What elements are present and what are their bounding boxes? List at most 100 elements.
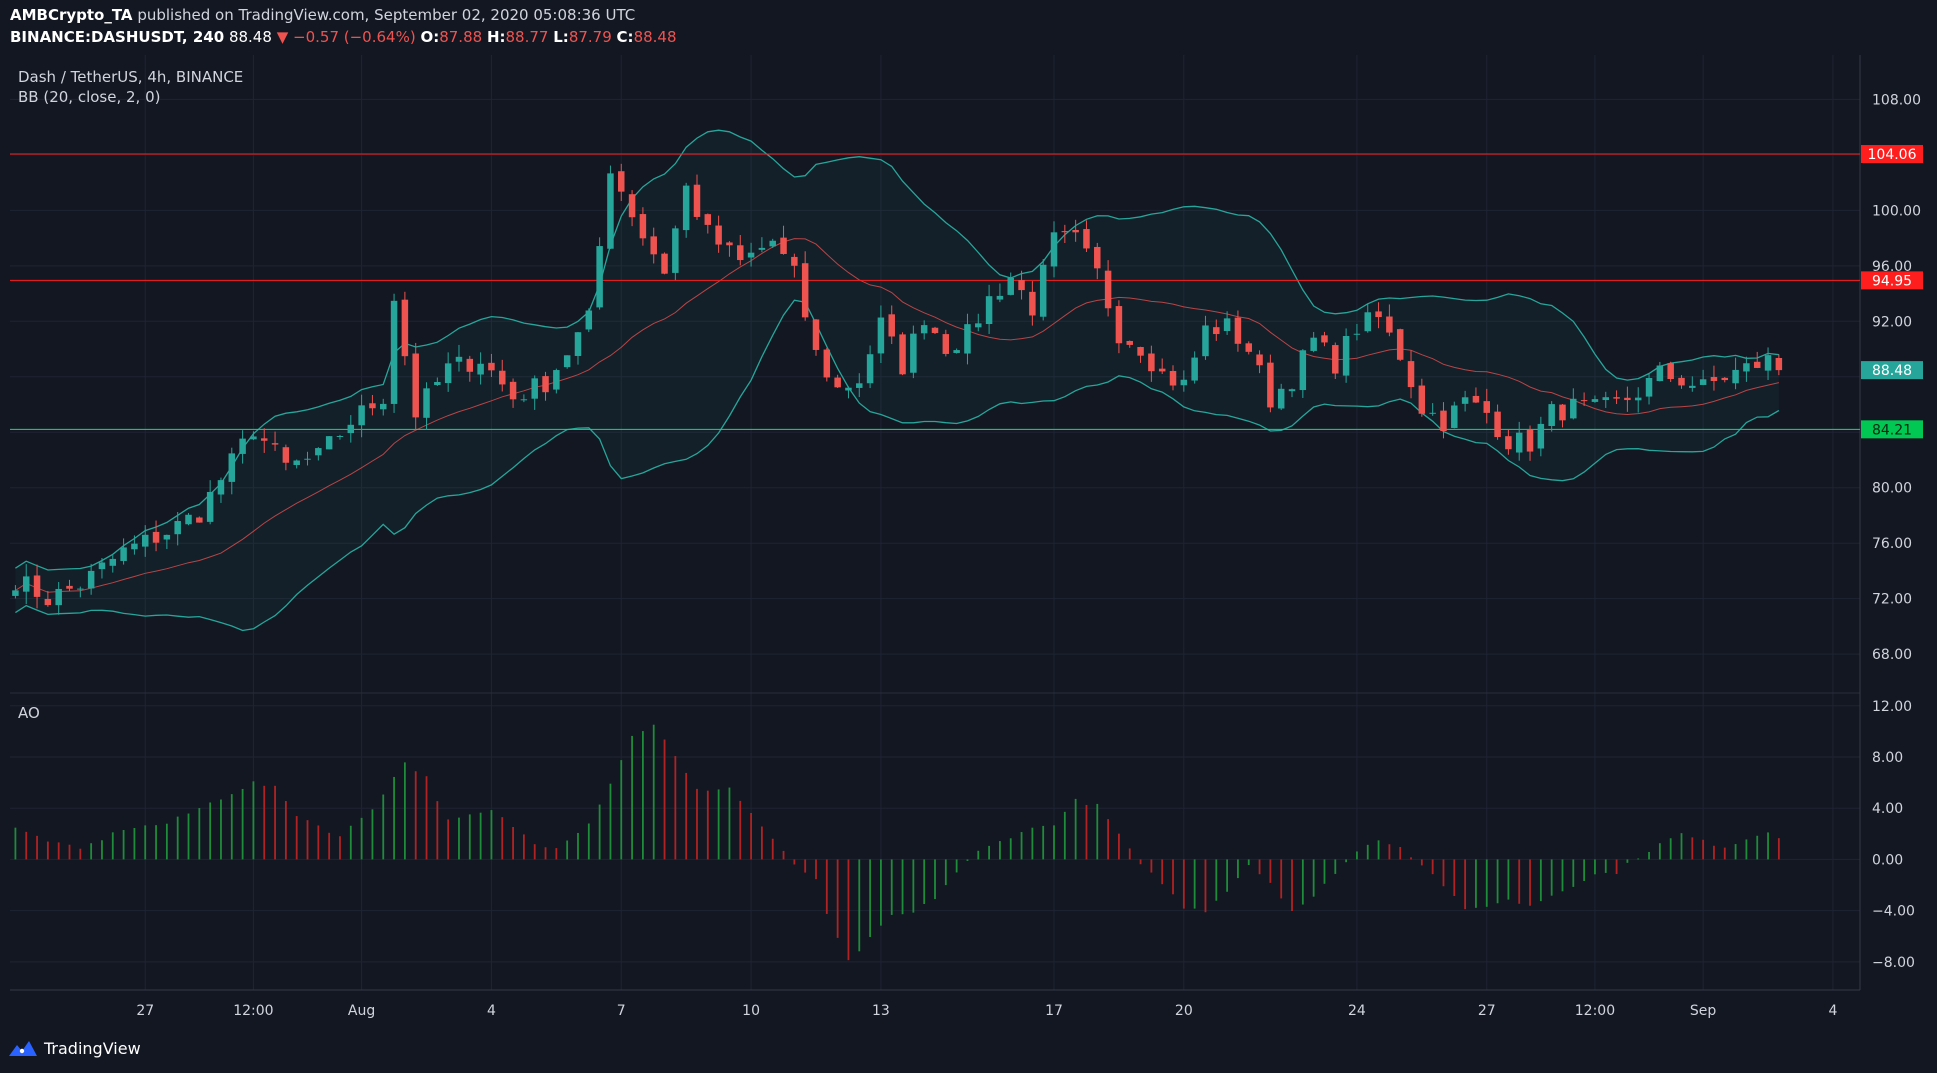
publisher-name[interactable]: AMBCrypto_TA <box>10 6 133 24</box>
candle-body <box>77 588 84 590</box>
candle <box>1580 392 1588 406</box>
candle <box>823 347 831 382</box>
ao-bar <box>90 843 93 860</box>
candle-body <box>791 256 798 266</box>
candle-body <box>1213 327 1220 335</box>
candle-body <box>55 588 62 606</box>
ao-bar <box>1680 833 1683 860</box>
ao-bar <box>609 783 612 860</box>
candle-body <box>531 378 538 399</box>
ao-bar <box>447 819 450 860</box>
candle <box>1472 387 1480 404</box>
ao-bar <box>1356 851 1358 860</box>
candle-body <box>1288 389 1296 392</box>
candle <box>1699 369 1707 386</box>
resistance-lower-tag <box>1861 271 1923 290</box>
ao-bar <box>771 838 774 860</box>
ao-bar <box>804 859 807 873</box>
bb-upper-line <box>15 129 1779 571</box>
ao-legend[interactable]: AO <box>18 704 40 722</box>
low-value: 87.79 <box>568 28 612 46</box>
candle <box>1505 429 1512 455</box>
ao-bar <box>674 756 677 860</box>
candle-body <box>33 575 41 597</box>
ao-histogram <box>14 724 1780 961</box>
ao-bar <box>1096 803 1099 860</box>
candle <box>1115 300 1123 354</box>
ao-bar <box>1366 844 1369 860</box>
candle <box>661 252 668 275</box>
candle-body <box>823 349 831 378</box>
ao-bar <box>782 850 785 860</box>
ao-bar <box>165 823 168 860</box>
ao-bar <box>1139 859 1142 865</box>
price-tick-label: 92.00 <box>1872 314 1912 330</box>
candle-body <box>369 403 376 409</box>
candle-body <box>628 194 636 218</box>
candle <box>1602 391 1610 408</box>
ao-bar <box>101 840 103 860</box>
candle <box>1548 401 1555 432</box>
ao-bar <box>111 832 114 860</box>
candle-body <box>1364 312 1371 332</box>
candle <box>931 326 939 335</box>
candle-body <box>1029 291 1036 316</box>
candle <box>1158 358 1166 374</box>
candle <box>1137 346 1144 363</box>
ao-bar <box>1388 844 1391 860</box>
time-tick-label: 4 <box>1828 1003 1837 1019</box>
candle <box>163 534 171 550</box>
candle <box>380 398 387 416</box>
candle-body <box>380 403 387 410</box>
candle-body <box>953 350 960 353</box>
candle <box>1461 390 1469 412</box>
high-label: H: <box>486 28 506 46</box>
candle <box>1234 310 1242 352</box>
low-label: L: <box>553 28 569 46</box>
candle-body <box>185 514 192 525</box>
ao-bar <box>328 832 331 860</box>
candle <box>477 352 484 385</box>
candle-body <box>1689 385 1696 388</box>
candle <box>315 447 322 461</box>
candle-body <box>682 185 690 231</box>
close-label: C: <box>616 28 634 46</box>
candle <box>1353 323 1361 341</box>
candle-body <box>1386 316 1393 333</box>
candle <box>801 251 809 321</box>
ao-bar <box>533 844 536 860</box>
candle-body <box>704 214 712 225</box>
candle <box>152 520 160 552</box>
candle <box>22 564 30 605</box>
ao-bar <box>1723 847 1726 860</box>
ao-bar <box>36 835 38 860</box>
candle-body <box>1321 335 1328 343</box>
time-tick-label: 13 <box>872 1003 890 1019</box>
candle-body <box>1743 363 1750 372</box>
candle-body <box>1353 333 1361 335</box>
candle-body <box>444 363 452 384</box>
ao-bar <box>339 836 341 860</box>
ao-bar <box>1280 859 1283 899</box>
candle <box>1645 372 1653 405</box>
ao-bar <box>761 826 763 860</box>
candle-body <box>715 225 722 245</box>
resistance-lower-tag-text: 94.95 <box>1872 273 1912 289</box>
candle-body <box>1072 229 1079 233</box>
bb-legend[interactable]: BB (20, close, 2, 0) <box>18 88 161 106</box>
candle-body <box>1667 363 1674 380</box>
pair-legend[interactable]: Dash / TetherUS, 4h, BINANCE <box>18 68 244 86</box>
candle-body <box>206 491 214 522</box>
candle-body <box>1505 436 1512 450</box>
candle-body <box>293 460 300 466</box>
candle <box>1526 425 1534 461</box>
ao-bar <box>349 825 352 860</box>
candle-body <box>1375 311 1382 318</box>
candle-body <box>1429 412 1436 414</box>
ao-bar <box>988 845 990 860</box>
ao-bar <box>966 859 969 861</box>
tradingview-brand[interactable]: TradingView <box>8 1038 141 1058</box>
ao-bar <box>1063 811 1066 860</box>
candle-body <box>1580 400 1588 402</box>
